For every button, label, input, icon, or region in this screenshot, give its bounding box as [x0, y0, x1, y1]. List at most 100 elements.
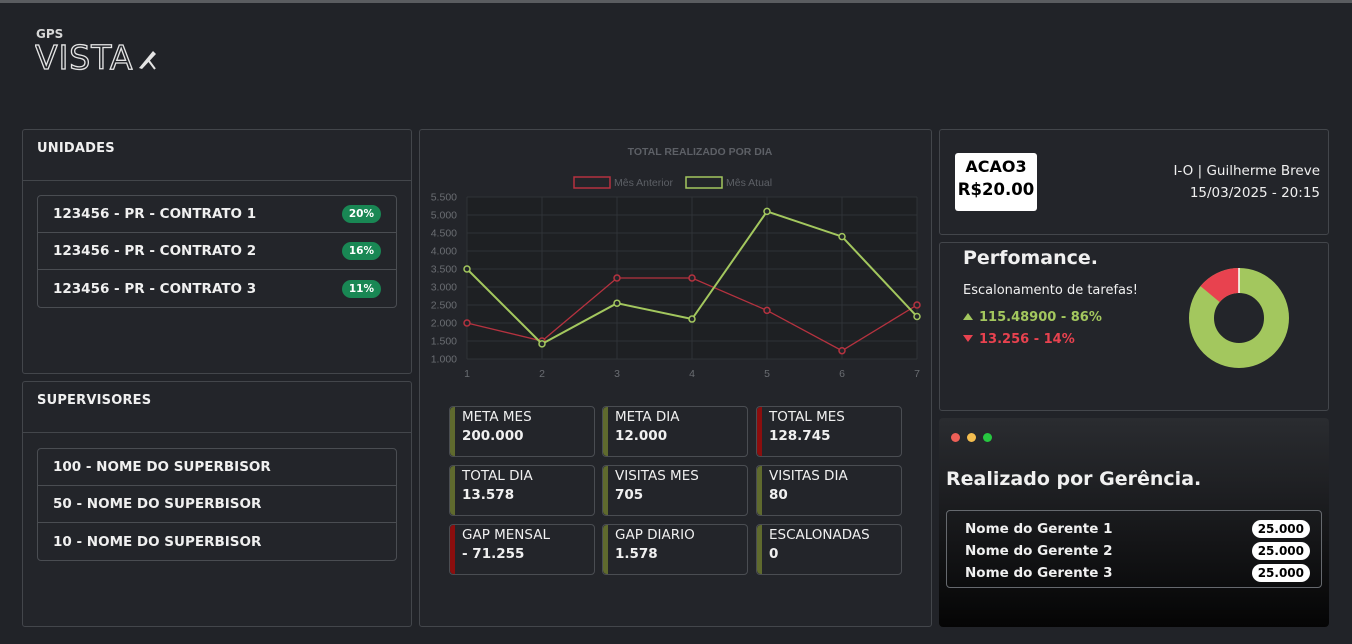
- performance-donut-chart: [1189, 268, 1289, 368]
- unidades-panel: UNIDADES 123456 - PR - CONTRATO 1 20% 12…: [22, 129, 412, 374]
- unidade-percent-badge: 16%: [341, 242, 381, 260]
- logo-gps-text: GPS: [36, 27, 64, 41]
- legend-swatch: [573, 176, 611, 189]
- kpi-card-meta-mes: META MES 200.000: [449, 406, 595, 457]
- y-tick-label: 3.500: [431, 264, 457, 276]
- kpi-value: 13.578: [462, 487, 515, 503]
- performance-up-text: 115.48900 - 86%: [979, 310, 1102, 325]
- series-point: [763, 207, 771, 216]
- y-tick-label: 2.500: [431, 300, 457, 312]
- x-tick-label: 6: [839, 368, 845, 380]
- performance-down-text: 13.256 - 14%: [979, 332, 1075, 347]
- unidade-percent-badge: 11%: [341, 279, 381, 298]
- series-point: [463, 319, 471, 327]
- kpi-value: - 71.255: [462, 546, 525, 562]
- kpi-value: 12.000: [615, 428, 668, 444]
- gerente-item-1[interactable]: Nome do Gerente 1 25.000: [965, 518, 1310, 540]
- kpi-card-visitas-mes: VISITAS MES 705: [602, 465, 748, 516]
- kpi-color-bar: [450, 407, 455, 456]
- kpi-color-bar: [757, 407, 762, 456]
- unidade-item-1[interactable]: 123456 - PR - CONTRATO 1 20%: [38, 196, 396, 233]
- user-info: I-O | Guilherme Breve 15/03/2025 - 20:15: [1173, 160, 1320, 204]
- kpi-color-bar: [757, 525, 762, 574]
- legend-label: Mês Anterior: [614, 177, 673, 189]
- gerencia-list: Nome do Gerente 1 25.000 Nome do Gerente…: [946, 510, 1322, 588]
- series-point: [763, 306, 771, 315]
- stock-ticker-card[interactable]: ACAO3 R$20.00: [955, 153, 1037, 211]
- series-point: [613, 299, 621, 307]
- series-point: [538, 340, 546, 348]
- kpi-card-gap-diario: GAP DIARIO 1.578: [602, 524, 748, 575]
- kpi-color-bar: [757, 466, 762, 515]
- unidade-item-2[interactable]: 123456 - PR - CONTRATO 2 16%: [38, 233, 396, 270]
- kpi-value: 1.578: [615, 546, 658, 562]
- stock-price: R$20.00: [957, 180, 1035, 199]
- supervisor-item-label: 100 - NOME DO SUPERBISOR: [53, 459, 271, 475]
- y-tick-label: 5.500: [431, 192, 457, 204]
- kpi-card-gap-mensal: GAP MENSAL - 71.255: [449, 524, 595, 575]
- kpi-card-escalonadas: ESCALONADAS 0: [756, 524, 902, 575]
- arrow-up-icon: [963, 313, 973, 320]
- gerencia-title: Realizado por Gerência.: [946, 468, 1202, 490]
- series-point: [913, 301, 921, 309]
- gerente-value-badge: 25.000: [1251, 542, 1310, 560]
- kpi-label: VISITAS DIA: [769, 468, 848, 484]
- gerente-item-2[interactable]: Nome do Gerente 2 25.000: [965, 540, 1310, 562]
- chart-title: TOTAL REALIZADO POR DIA: [628, 146, 773, 158]
- unidade-item-label: 123456 - PR - CONTRATO 3: [53, 280, 257, 297]
- performance-down-stat: 13.256 - 14%: [963, 332, 1075, 347]
- x-tick-label: 1: [464, 368, 470, 380]
- y-tick-label: 5.000: [431, 210, 457, 222]
- kpi-color-bar: [450, 466, 455, 515]
- logo-vista-mark: VISTA: [35, 39, 156, 73]
- kpi-color-bar: [603, 466, 608, 515]
- supervisor-item-3[interactable]: 10 - NOME DO SUPERBISOR: [38, 523, 396, 560]
- y-tick-label: 1.500: [431, 336, 457, 348]
- kpi-color-bar: [603, 525, 608, 574]
- supervisores-list: 100 - NOME DO SUPERBISOR 50 - NOME DO SU…: [37, 448, 397, 561]
- kpi-card-total-dia: TOTAL DIA 13.578: [449, 465, 595, 516]
- gerente-name: Nome do Gerente 1: [965, 521, 1113, 537]
- kpi-value: 0: [769, 546, 779, 562]
- performance-subtitle: Escalonamento de tarefas!: [963, 283, 1138, 298]
- kpi-value: 705: [615, 487, 644, 503]
- kpi-label: VISITAS MES: [615, 468, 699, 484]
- unidade-item-label: 123456 - PR - CONTRATO 1: [53, 206, 257, 222]
- kpi-card-visitas-dia: VISITAS DIA 80: [756, 465, 902, 516]
- gerente-item-3[interactable]: Nome do Gerente 3 25.000: [965, 562, 1310, 584]
- series-point: [913, 312, 921, 321]
- supervisor-item-label: 10 - NOME DO SUPERBISOR: [53, 533, 262, 550]
- y-tick-label: 3.000: [431, 282, 457, 294]
- unidades-list: 123456 - PR - CONTRATO 1 20% 123456 - PR…: [37, 195, 397, 308]
- series-point: [688, 274, 696, 282]
- supervisores-panel: SUPERVISORES 100 - NOME DO SUPERBISOR 50…: [22, 381, 412, 627]
- gerente-name: Nome do Gerente 2: [965, 543, 1113, 559]
- supervisor-item-1[interactable]: 100 - NOME DO SUPERBISOR: [38, 449, 396, 486]
- supervisor-item-label: 50 - NOME DO SUPERBISOR: [53, 496, 262, 512]
- legend-swatch: [685, 176, 723, 189]
- gerencia-panel: Realizado por Gerência. Nome do Gerente …: [939, 418, 1329, 627]
- y-tick-label: 4.000: [431, 246, 457, 258]
- total-realizado-chart: TOTAL REALIZADO POR DIA Mês Anterior Mês A…: [431, 146, 921, 380]
- series-point: [463, 265, 471, 273]
- current-datetime: 15/03/2025 - 20:15: [1189, 185, 1320, 201]
- kpi-label: META MES: [462, 409, 532, 425]
- x-tick-label: 7: [914, 368, 920, 380]
- kpi-label: TOTAL DIA: [462, 468, 533, 484]
- gerente-name: Nome do Gerente 3: [965, 565, 1113, 581]
- window-dots: [951, 433, 992, 442]
- stock-user-panel: ACAO3 R$20.00 I-O | Guilherme Breve 15/0…: [939, 129, 1329, 235]
- unidade-percent-badge: 20%: [341, 205, 381, 223]
- x-tick-label: 3: [614, 368, 620, 380]
- kpi-value: 128.745: [769, 428, 831, 444]
- gerente-value-badge: 25.000: [1251, 564, 1310, 582]
- kpi-color-bar: [603, 407, 608, 456]
- legend-label: Mês Atual: [726, 177, 772, 189]
- user-name: I-O | Guilherme Breve: [1173, 163, 1320, 179]
- yellow-dot-icon: [967, 433, 976, 442]
- supervisor-item-2[interactable]: 50 - NOME DO SUPERBISOR: [38, 486, 396, 523]
- unidade-item-3[interactable]: 123456 - PR - CONTRATO 3 11%: [38, 270, 396, 307]
- green-dot-icon: [983, 433, 992, 442]
- x-tick-label: 5: [764, 368, 770, 380]
- chart-panel: TOTAL REALIZADO POR DIA Mês Anterior Mês A…: [419, 129, 932, 627]
